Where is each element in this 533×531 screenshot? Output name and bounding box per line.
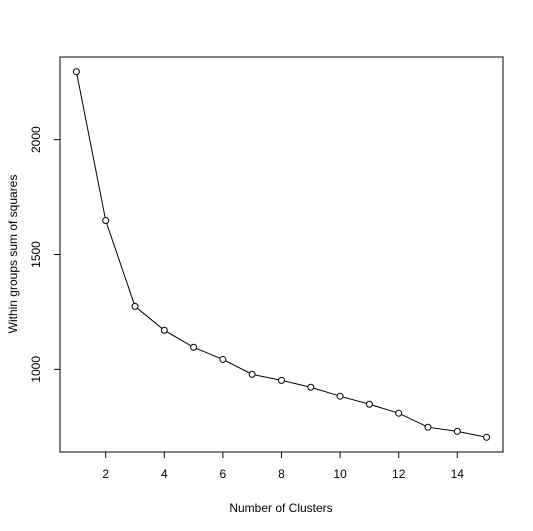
point — [424, 423, 432, 431]
x-tick-label: 6 — [220, 467, 227, 481]
point — [395, 409, 403, 417]
y-tick-label: 1500 — [29, 241, 43, 268]
point — [483, 433, 491, 441]
x-tick-label: 14 — [451, 467, 465, 481]
point — [190, 343, 198, 351]
x-tick-label: 10 — [333, 467, 347, 481]
point — [365, 400, 373, 408]
point — [219, 355, 227, 363]
x-tick-label: 12 — [392, 467, 406, 481]
point — [453, 427, 461, 435]
x-tick-label: 2 — [102, 467, 109, 481]
plot-box — [59, 56, 504, 453]
point — [248, 370, 256, 378]
x-tick-label: 4 — [161, 467, 168, 481]
point — [160, 326, 168, 334]
point — [131, 302, 139, 310]
point — [278, 376, 285, 384]
x-tick-label: 8 — [278, 467, 285, 481]
point — [336, 392, 344, 400]
x-axis-label: Number of Clusters — [229, 501, 332, 515]
y-tick-label: 1000 — [29, 356, 43, 383]
point — [72, 68, 80, 76]
y-axis-label: Within groups sum of squares — [6, 175, 20, 334]
point — [307, 383, 315, 391]
point — [102, 217, 110, 225]
y-tick-label: 2000 — [29, 126, 43, 153]
